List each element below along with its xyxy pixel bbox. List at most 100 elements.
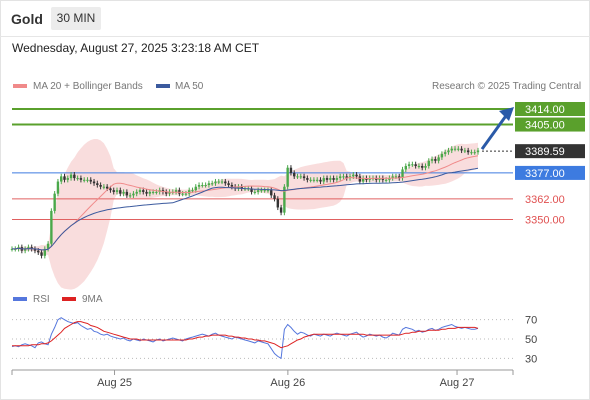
candle-body: [296, 176, 299, 178]
candle-body: [148, 191, 152, 194]
candle-body: [184, 193, 188, 195]
candle-body: [381, 178, 385, 180]
candle-body: [181, 193, 184, 195]
bollinger-band: [12, 139, 478, 290]
level-label-3405.00: 3405.00: [525, 120, 565, 132]
candle-body: [210, 183, 214, 185]
candle-body: [105, 186, 109, 189]
candle-body: [79, 178, 83, 180]
candle-body: [319, 179, 322, 182]
ma20-legend-swatch: [13, 84, 27, 88]
candle-body: [384, 179, 388, 181]
projection-arrow-head: [499, 107, 514, 121]
candle-body: [66, 178, 69, 180]
candle-body: [312, 179, 316, 181]
candle-body: [23, 248, 27, 251]
candle-body: [132, 193, 135, 196]
candle-body: [112, 190, 115, 192]
candle-body: [43, 248, 47, 256]
candle-body: [115, 190, 119, 192]
candle-body: [92, 181, 96, 184]
candle-body: [375, 178, 378, 180]
datetime-label: Wednesday, August 27, 2025 3:23:18 AM CE…: [12, 41, 260, 55]
candle-body: [378, 178, 381, 180]
candle-body: [99, 185, 102, 187]
ma50-legend-swatch: [156, 84, 170, 88]
candle-body: [224, 181, 227, 184]
candle-body: [151, 191, 155, 193]
candle-body: [109, 188, 112, 191]
candle-body: [283, 186, 286, 213]
candle-body: [270, 190, 273, 196]
candle-body: [237, 186, 240, 189]
candle-body: [421, 166, 424, 168]
candle-body: [424, 166, 427, 168]
candle-body: [273, 195, 276, 199]
candle-body: [322, 178, 325, 182]
candle-body: [256, 190, 260, 192]
candle-body: [69, 174, 73, 179]
candle-body: [289, 167, 293, 173]
candle-body: [315, 179, 319, 181]
candle-body: [434, 159, 437, 161]
rsi-ma-legend-label: 9MA: [82, 294, 103, 305]
candle-body: [125, 191, 129, 196]
candle-body: [447, 150, 450, 153]
candle-body: [138, 190, 142, 192]
candle-body: [450, 148, 453, 151]
projection-arrow: [480, 112, 510, 151]
candle-body: [276, 198, 280, 208]
candle-body: [460, 148, 463, 151]
candle-body: [355, 174, 358, 177]
level-label-3414.00: 3414.00: [525, 104, 565, 116]
candle-body: [204, 185, 207, 186]
candle-body: [197, 185, 201, 187]
candle-body: [14, 248, 17, 250]
x-label-Aug-26: Aug 26: [270, 377, 305, 389]
candle-body: [299, 176, 302, 178]
candle-body: [352, 174, 355, 177]
candle-body: [207, 183, 211, 185]
candle-body: [168, 191, 171, 194]
header: Gold 30 MIN: [0, 0, 590, 36]
candle-body: [82, 179, 86, 181]
candle-body: [338, 176, 342, 179]
candle-body: [60, 176, 63, 182]
candle-body: [86, 179, 89, 181]
candle-body: [335, 178, 339, 180]
candle-body: [358, 176, 362, 182]
candle-body: [325, 178, 329, 180]
candle-body: [388, 178, 391, 180]
candle-body: [309, 179, 312, 181]
timeframe-button[interactable]: 30 MIN: [51, 7, 101, 30]
candle-body: [361, 178, 365, 182]
level-tag-3377.00: [515, 165, 585, 180]
candle-body: [440, 153, 444, 158]
candle-body: [470, 152, 473, 154]
candle-body: [394, 176, 398, 178]
candle-body: [345, 176, 348, 179]
candle-body: [220, 181, 224, 183]
rsi-tick-70: 70: [525, 315, 537, 327]
candle-body: [437, 157, 440, 161]
candle-body: [391, 176, 394, 179]
candle-body: [201, 185, 204, 186]
rsi-legend-label: RSI: [33, 294, 50, 305]
candle-body: [293, 172, 296, 177]
current-price-label: 3389.59: [525, 146, 565, 158]
candle-body: [128, 195, 132, 197]
candle-body: [37, 250, 40, 253]
candle-body: [10, 248, 14, 250]
candle-body: [214, 181, 217, 184]
candle-body: [174, 190, 178, 192]
candle-body: [411, 164, 414, 166]
candle-body: [63, 176, 66, 180]
candle-body: [427, 160, 430, 166]
candle-body: [194, 186, 197, 191]
x-label-Aug-25: Aug 25: [97, 377, 132, 389]
candle-body: [443, 152, 447, 154]
ma20-line: [12, 155, 479, 251]
candle-body: [329, 178, 332, 180]
candle-body: [102, 186, 106, 188]
